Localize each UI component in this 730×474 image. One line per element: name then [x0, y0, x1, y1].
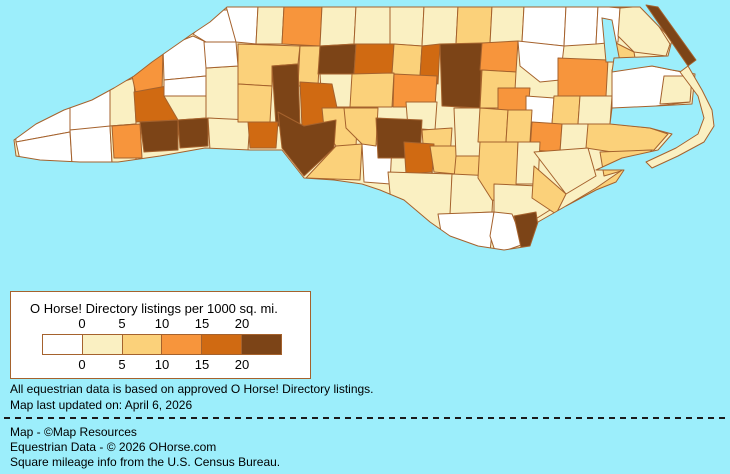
legend-tick-label: 0	[78, 316, 86, 331]
outer-banks-shape	[645, 4, 697, 67]
legend-swatch	[81, 334, 123, 355]
legend-tick-label: 15	[194, 316, 210, 331]
legend-tick-label: 10	[154, 357, 170, 372]
county-shape	[437, 211, 495, 250]
dashed-separator	[4, 417, 726, 419]
county-shape	[389, 7, 425, 47]
county-shape	[162, 35, 207, 81]
county-shape	[237, 83, 273, 123]
county-shape	[69, 87, 111, 131]
county-shape	[429, 145, 459, 175]
outer-banks-shape	[645, 65, 715, 169]
legend-swatch	[241, 334, 282, 355]
county-shape	[489, 7, 525, 45]
county-shape	[163, 75, 207, 97]
county-shape	[247, 121, 279, 149]
county-shape	[319, 7, 357, 47]
county-shape	[255, 7, 285, 45]
county-shape	[585, 123, 669, 153]
county-shape	[69, 125, 113, 165]
county-shapes-group	[14, 7, 693, 250]
legend-title: O Horse! Directory listings per 1000 sq.…	[30, 301, 278, 316]
county-shape	[419, 43, 441, 85]
legend-swatch	[201, 334, 243, 355]
credit-line: Square mileage info from the U.S. Census…	[10, 455, 281, 469]
county-shape	[281, 7, 323, 47]
county-shape	[453, 107, 483, 157]
county-shape	[297, 45, 321, 87]
note-line: All equestrian data is based on approved…	[10, 382, 374, 396]
county-shape	[599, 149, 653, 177]
county-shape	[203, 41, 239, 69]
county-shape	[479, 40, 519, 73]
county-shape	[557, 57, 609, 97]
county-shape	[111, 123, 143, 159]
county-shape	[391, 43, 423, 77]
county-shape	[455, 7, 493, 45]
legend-swatch	[121, 334, 163, 355]
county-shape	[551, 95, 581, 125]
county-shape	[177, 117, 209, 149]
county-shape	[207, 117, 251, 151]
county-shape	[505, 109, 533, 143]
county-shape	[439, 42, 483, 109]
county-shape	[477, 107, 509, 143]
county-shape	[517, 40, 565, 83]
legend-swatch	[42, 334, 83, 355]
county-shape	[521, 7, 567, 47]
outer-banks-group	[645, 4, 715, 169]
credit-line: Equestrian Data - © 2026 OHorse.com	[10, 440, 217, 454]
legend-tick-label: 10	[154, 316, 170, 331]
state-land-area	[14, 7, 695, 250]
county-shape	[205, 65, 239, 121]
county-shape	[349, 72, 395, 108]
legend-swatch	[161, 334, 203, 355]
note-line: Map last updated on: April 6, 2026	[10, 398, 193, 412]
legend-tick-label: 20	[234, 357, 250, 372]
county-shape	[497, 87, 531, 111]
credit-line: Map - ©Map Resources	[10, 425, 137, 439]
county-shape	[421, 7, 459, 47]
legend-tick-label: 0	[78, 357, 86, 372]
county-shape	[139, 119, 179, 153]
legend-tick-label: 5	[118, 357, 126, 372]
legend: O Horse! Directory listings per 1000 sq.…	[10, 291, 311, 379]
legend-color-ramp	[42, 334, 282, 355]
county-shape	[533, 147, 597, 195]
county-shape	[353, 7, 391, 45]
county-shape	[109, 77, 137, 127]
legend-tick-label: 15	[194, 357, 210, 372]
legend-tick-label: 20	[234, 316, 250, 331]
county-shape	[353, 43, 395, 75]
county-shape	[403, 141, 435, 177]
county-shape	[317, 43, 357, 75]
county-shape	[305, 143, 363, 181]
county-shape	[577, 95, 613, 125]
legend-tick-label: 5	[118, 316, 126, 331]
county-shape	[343, 107, 379, 147]
county-shape	[563, 7, 599, 47]
